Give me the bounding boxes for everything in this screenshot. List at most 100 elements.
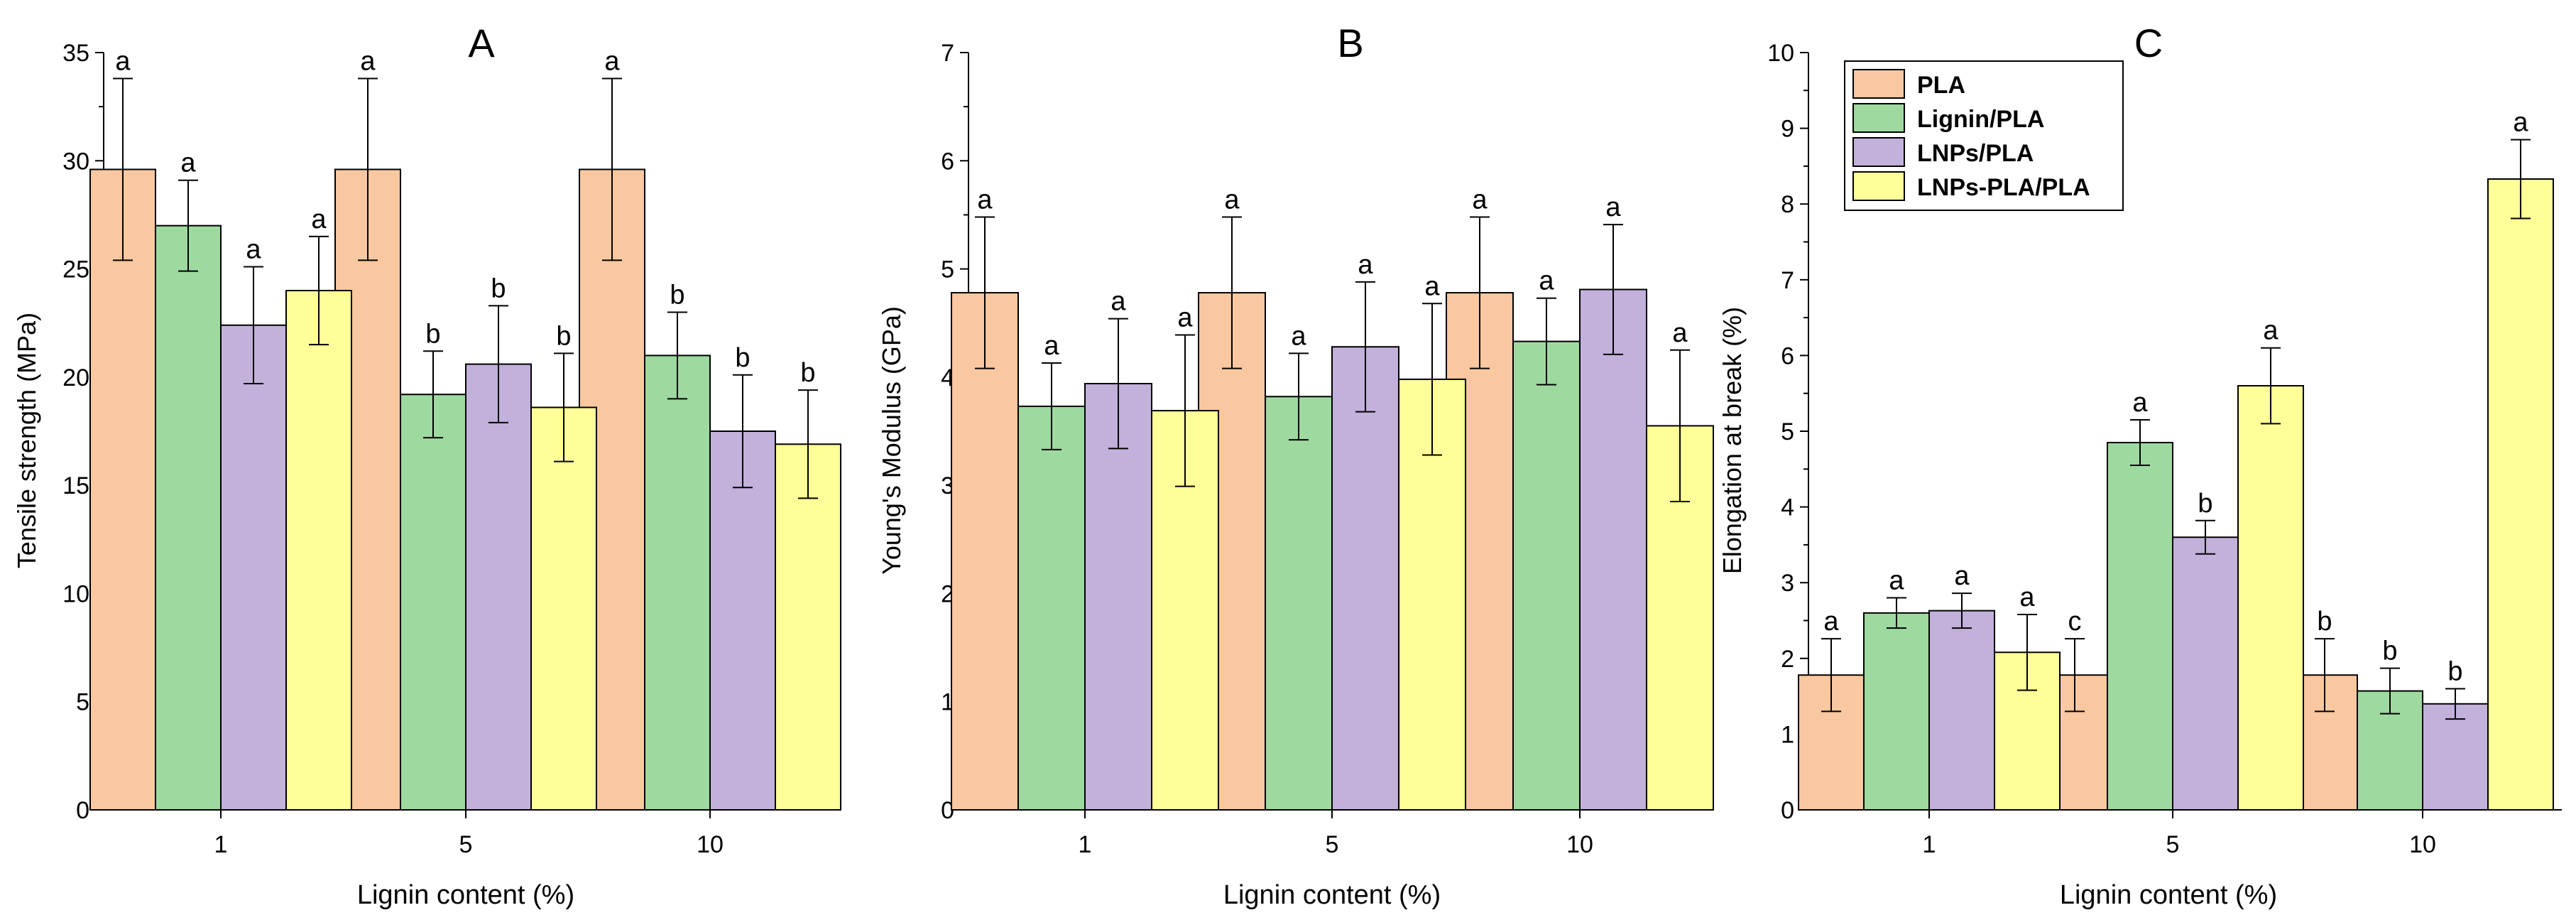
panel-b-sig-label-lignin-pla-1: a — [1044, 331, 1059, 361]
panel-a-bar-lignin-pla-1 — [155, 224, 222, 811]
panel-c-bar-lnps-pla-pla-10 — [2487, 178, 2554, 811]
panel-a-sig-label-lnps-pla-pla-10: b — [800, 358, 815, 388]
panel-b-ytick-label: 6 — [941, 148, 954, 175]
panel-a-xtick-label: 1 — [214, 831, 228, 858]
legend-label-lignin-pla: Lignin/PLA — [1917, 106, 2044, 133]
panel-c-bar-lnps-pla-1 — [1928, 610, 1995, 811]
panel-c-ytick-label: 8 — [1781, 191, 1794, 218]
panel-c-bar-lignin-pla-1 — [1863, 612, 1930, 811]
panel-a-ylabel: Tensile strength (MPa) — [12, 313, 41, 568]
panel-a-bar-lignin-pla-5 — [400, 394, 466, 811]
legend-swatch-lnps-pla-pla — [1852, 171, 1905, 201]
panel-a-xtick-label: 5 — [459, 831, 473, 858]
panel-b-sig-label-lignin-pla-5: a — [1291, 321, 1306, 351]
panel-b-sig-label-lignin-pla-10: a — [1539, 266, 1554, 296]
panel-a-title: A — [468, 21, 495, 65]
panel-a-bar-lnps-pla-pla-10 — [775, 443, 841, 811]
panel-b-bar-lnps-pla-10 — [1579, 288, 1647, 811]
panel-b-ytick-label: 7 — [941, 40, 954, 67]
panel-b-bar-lignin-pla-5 — [1265, 396, 1333, 811]
panel-b-sig-label-lnps-pla-5: a — [1358, 250, 1373, 280]
panel-a-ytick-label: 25 — [62, 256, 89, 283]
panel-c-sig-label-lnps-pla-pla-1: a — [2019, 583, 2035, 612]
panel-c-sig-label-pla-5: c — [2068, 607, 2082, 637]
panel-c-bar-lnps-pla-5 — [2172, 536, 2239, 811]
panel-a-sig-label-lnps-pla-1: a — [246, 235, 261, 265]
panel-a-sig-label-lnps-pla-10: b — [735, 343, 750, 373]
panel-a-sig-label-lignin-pla-10: b — [670, 280, 684, 310]
panel-a-xtick-label: 10 — [697, 831, 724, 858]
panel-b-sig-label-lnps-pla-pla-1: a — [1177, 303, 1193, 332]
panel-a-ytick-label: 15 — [62, 472, 89, 499]
panel-c-ytick-label: 7 — [1781, 267, 1794, 294]
panel-c-ytick-label: 2 — [1781, 646, 1794, 673]
panel-c-bar-lnps-pla-10 — [2422, 703, 2489, 811]
panel-c-xtick-label: 5 — [2166, 831, 2180, 858]
panel-c-ytick-label: 0 — [1781, 797, 1794, 824]
panel-a-xlabel: Lignin content (%) — [357, 880, 574, 910]
panel-b-sig-label-lnps-pla-pla-5: a — [1424, 271, 1440, 301]
panel-a-bar-lnps-pla-10 — [709, 431, 776, 811]
panel-c-xtick-label: 10 — [2409, 831, 2436, 858]
legend-swatch-lignin-pla — [1852, 103, 1905, 133]
panel-a-ytick-label: 35 — [62, 40, 89, 67]
panel-c-ytick-label: 3 — [1781, 570, 1794, 597]
panel-c-sig-label-lnps-pla-1: a — [1954, 561, 1970, 591]
panel-c-sig-label-lignin-pla-10: b — [2382, 637, 2397, 666]
panel-c-plot: 0 1 2 3 4 5 6 7 8 9 10 1 5 10 a c b a a b a b b a a a — [1767, 40, 2562, 858]
panel-b-xtick-label: 5 — [1326, 831, 1339, 858]
panel-c-sig-label-pla-1: a — [1823, 607, 1839, 637]
legend-swatch-lnps-pla — [1852, 137, 1905, 167]
panel-c-xlabel: Lignin content (%) — [2060, 880, 2277, 910]
panel-c-sig-label-lnps-pla-pla-5: a — [2263, 316, 2278, 346]
panel-b-sig-label-pla-5: a — [1224, 185, 1240, 215]
panel-b-sig-label-pla-10: a — [1472, 185, 1488, 215]
panel-c-ytick-label: 9 — [1781, 116, 1794, 143]
panel-a-ytick-label: 10 — [62, 580, 89, 607]
panel-b-xtick-label: 10 — [1566, 831, 1593, 858]
legend: PLA Lignin/PLA LNPs/PLA LNPs-PLA/PLA — [1844, 60, 2124, 211]
panel-b-bar-pla-1 — [951, 292, 1019, 811]
panel-b-xlabel: Lignin content (%) — [1223, 880, 1441, 910]
panel-a-bar-pla-1 — [89, 168, 156, 811]
legend-label-pla: PLA — [1917, 72, 1965, 99]
panel-b-sig-label-lnps-pla-pla-10: a — [1672, 318, 1688, 348]
legend-swatch-pla — [1852, 69, 1905, 99]
panel-c-sig-label-lignin-pla-5: a — [2132, 388, 2148, 418]
panel-a-ytick-label: 5 — [76, 689, 89, 716]
panel-a-bar-lnps-pla-pla-5 — [530, 406, 597, 811]
panel-c-sig-label-lignin-pla-1: a — [1889, 566, 1904, 596]
panel-c-sig-label-lnps-pla-5: b — [2198, 489, 2212, 519]
panel-b-xtick-label: 1 — [1079, 831, 1092, 858]
panel-a-sig-label-lnps-pla-pla-1: a — [311, 205, 327, 234]
panel-c-ytick-label: 5 — [1781, 418, 1794, 445]
panel-c-bar-lnps-pla-pla-5 — [2237, 385, 2304, 811]
panel-a-sig-label-lnps-pla-pla-5: b — [556, 321, 571, 351]
panel-a-bar-lignin-pla-10 — [644, 354, 711, 811]
panel-c-ytick-label: 1 — [1781, 721, 1794, 748]
panel-b-bar-lnps-pla-5 — [1331, 346, 1399, 811]
panel-b-ytick-label: 5 — [941, 256, 954, 283]
legend-label-lnps-pla: LNPs/PLA — [1917, 140, 2034, 167]
panel-b-sig-label-lnps-pla-1: a — [1110, 287, 1126, 317]
panel-b-sig-label-lnps-pla-10: a — [1605, 193, 1621, 222]
panel-a-sig-label-pla-5: a — [360, 47, 376, 77]
panel-a-bar-lnps-pla-pla-1 — [285, 290, 352, 811]
panel-c-ytick-label: 10 — [1767, 40, 1794, 67]
panel-a-ytick-label: 20 — [62, 364, 89, 391]
panel-b-bar-lignin-pla-1 — [1017, 405, 1086, 811]
panel-a-sig-label-lignin-pla-1: a — [180, 148, 196, 178]
panel-a-sig-label-pla-10: a — [604, 47, 620, 77]
panel-a-bar-lnps-pla-5 — [465, 363, 532, 811]
panel-c-sig-label-pla-10: b — [2317, 607, 2332, 637]
panel-c-bar-lignin-pla-5 — [2107, 441, 2173, 811]
panel-b-bar-lignin-pla-10 — [1512, 340, 1581, 811]
panel-c-sig-label-lnps-pla-pla-10: a — [2513, 108, 2528, 138]
panel-c-sig-label-lnps-pla-10: b — [2447, 656, 2462, 686]
panel-c-ytick-label: 4 — [1781, 494, 1794, 521]
legend-label-lnps-pla-pla: LNPs-PLA/PLA — [1917, 174, 2090, 201]
panel-a-ytick-label: 0 — [76, 797, 89, 824]
